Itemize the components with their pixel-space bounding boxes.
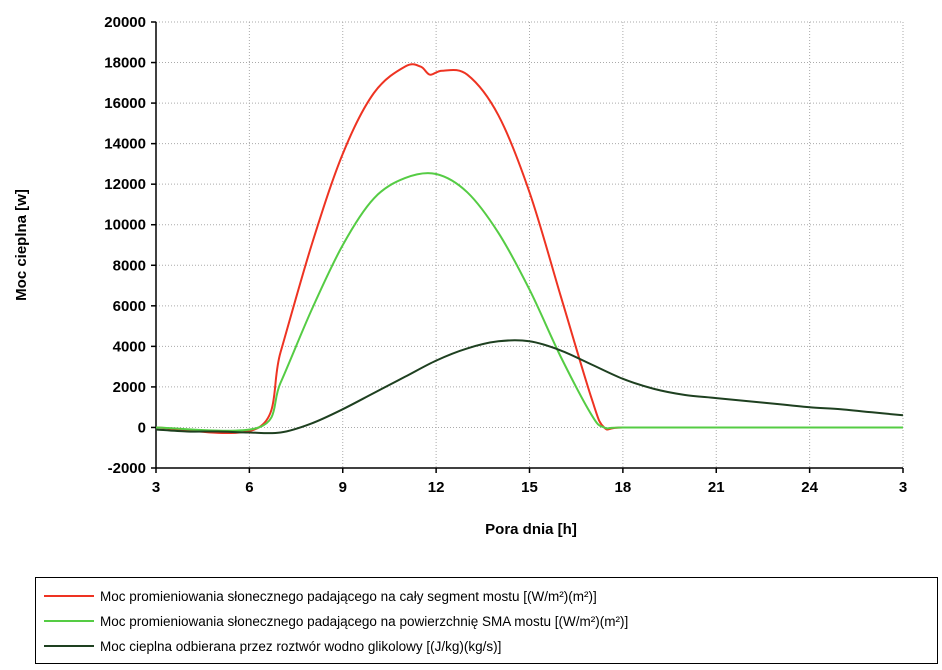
series-line-green — [155, 172, 903, 432]
y-axis-label: Moc cieplna [w] — [13, 189, 30, 301]
legend-swatch-red — [44, 595, 94, 597]
x-tick-label: 15 — [521, 479, 538, 496]
tick-labels: -2000 0 2000 4000 6000 8000 10000 12000 14000 160… — [104, 14, 907, 496]
series-line-dark — [155, 339, 904, 435]
x-tick-label: 3 — [899, 479, 907, 496]
axes — [151, 21, 904, 473]
y-tick-label: 0 — [138, 419, 146, 436]
y-tick-label: 20000 — [104, 14, 146, 31]
y-tick-label: 14000 — [104, 136, 146, 153]
legend: Moc promieniowania słonecznego padająceg… — [35, 577, 938, 664]
chart: -2000 0 2000 4000 6000 8000 10000 12000 14000 160… — [13, 14, 907, 538]
x-axis-label: Pora dnia [h] — [485, 521, 577, 538]
y-tick-label: 12000 — [104, 176, 146, 193]
y-tick-label: -2000 — [108, 460, 146, 477]
y-tick-label: 18000 — [104, 55, 146, 72]
series-lines — [155, 63, 904, 435]
y-tick-label: 10000 — [104, 217, 146, 234]
x-tick-label: 21 — [708, 479, 725, 496]
y-tick-label: 8000 — [113, 257, 146, 274]
legend-item-green: Moc promieniowania słonecznego padająceg… — [44, 611, 628, 631]
y-tick-label: 4000 — [113, 338, 146, 355]
x-tick-label: 24 — [801, 479, 818, 496]
x-tick-label: 3 — [152, 479, 160, 496]
legend-swatch-dark — [44, 645, 94, 647]
legend-label-green: Moc promieniowania słonecznego padająceg… — [100, 613, 629, 629]
legend-label-dark: Moc cieplna odbierana przez roztwór wodn… — [100, 638, 502, 654]
gridlines — [156, 21, 904, 468]
legend-label-red: Moc promieniowania słonecznego padająceg… — [100, 588, 597, 604]
x-tick-label: 18 — [615, 479, 632, 496]
legend-swatch-green — [44, 620, 94, 622]
x-tick-label: 6 — [245, 479, 253, 496]
y-tick-label: 2000 — [113, 379, 146, 396]
y-tick-label: 6000 — [113, 298, 146, 315]
y-tick-label: 16000 — [104, 95, 146, 112]
x-tick-label: 12 — [428, 479, 445, 496]
x-tick-label: 9 — [339, 479, 347, 496]
legend-item-red: Moc promieniowania słonecznego padająceg… — [44, 586, 597, 606]
legend-item-dark: Moc cieplna odbierana przez roztwór wodn… — [44, 636, 501, 656]
series-line-red — [155, 63, 903, 435]
